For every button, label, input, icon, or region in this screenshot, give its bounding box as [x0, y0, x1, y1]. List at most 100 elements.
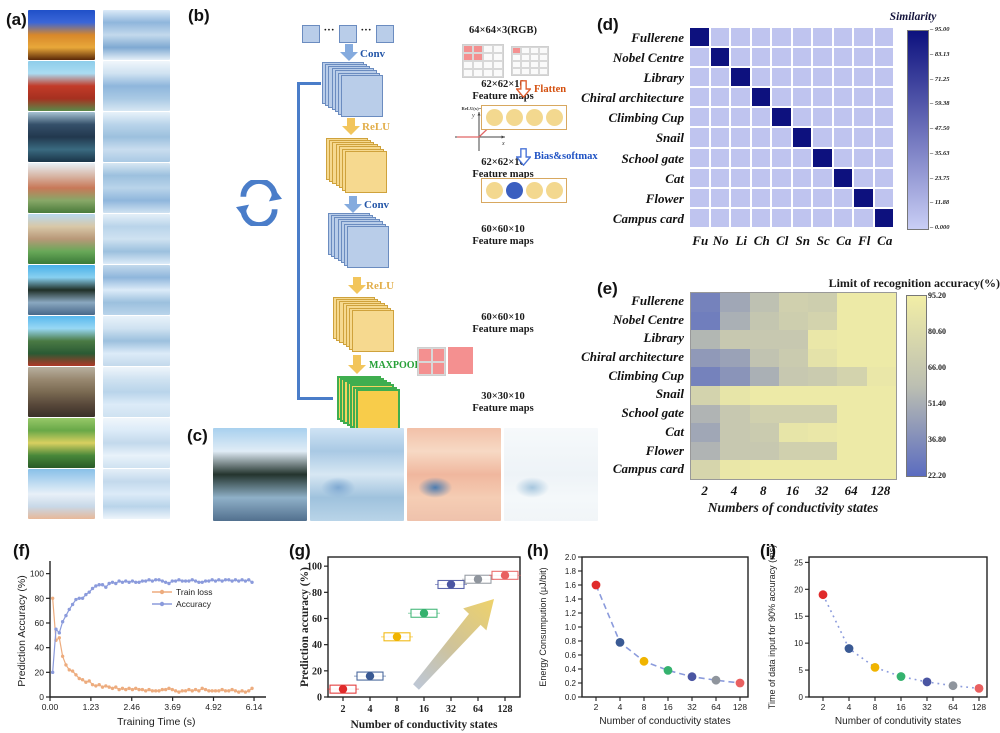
grid-cell [530, 68, 539, 75]
matrix-row-label: Climbing Cup [608, 110, 685, 126]
similarity-cell [710, 208, 729, 227]
accuracy-cell [866, 293, 897, 312]
similarity-colorbar-title: Similarity [889, 11, 937, 23]
grid-cell [473, 53, 483, 61]
conv1-arrow-icon [340, 44, 358, 61]
grid-cell [463, 69, 473, 77]
svg-text:8: 8 [642, 702, 647, 712]
matrix-col-label: Ca [877, 233, 893, 248]
similarity-cell [874, 168, 893, 187]
similarity-cell [751, 28, 770, 47]
accuracy-cell [778, 293, 809, 312]
conv-kernel-grid [462, 44, 504, 78]
similarity-cell [813, 88, 832, 107]
accuracy-cell [720, 423, 750, 442]
similarity-cell [710, 188, 729, 207]
panel-b-label: (b) [188, 6, 210, 25]
similarity-cell [751, 148, 770, 167]
accuracy-cell [808, 311, 838, 331]
fm4-caption: Feature maps [472, 324, 534, 335]
accuracy-cell [749, 460, 779, 479]
svg-text:4: 4 [368, 704, 373, 715]
feature-map-layer [345, 150, 388, 193]
grid-cell [512, 47, 521, 54]
accuracy-cell [837, 385, 867, 405]
svg-text:Accuracy: Accuracy [176, 599, 212, 609]
matrix-col-label: Fl [858, 233, 871, 248]
heatmap-col-label: 2 [701, 483, 708, 498]
grid-cell [493, 53, 503, 61]
similarity-cell [792, 168, 811, 187]
svg-text:64: 64 [711, 702, 721, 712]
similarity-grid [690, 28, 893, 227]
svg-text:2: 2 [341, 704, 346, 715]
colorbar-tick: – 23.75 [930, 174, 950, 182]
svg-text:25: 25 [794, 558, 803, 567]
svg-text:2.0: 2.0 [565, 553, 577, 562]
svg-text:2.46: 2.46 [123, 702, 140, 712]
svg-text:Train loss: Train loss [176, 587, 213, 597]
similarity-cell [874, 28, 893, 47]
colorbar-tick: 51.40 [928, 399, 946, 408]
similarity-cell [792, 88, 811, 107]
accuracy-cell [866, 311, 897, 331]
image-snail-feature-blue [310, 428, 404, 521]
similarity-cell [710, 68, 729, 87]
colorbar-tick: 22.20 [928, 471, 946, 480]
grid-cell [463, 45, 473, 53]
similarity-cell [833, 68, 852, 87]
similarity-cell [772, 48, 791, 67]
svg-text:20: 20 [35, 667, 45, 677]
processed-snail [103, 265, 170, 315]
photo-snail [28, 265, 95, 315]
accuracy-cell [778, 423, 809, 442]
grid-cell [539, 47, 548, 54]
relu1-arrow-icon [342, 118, 360, 135]
svg-text:x: x [501, 141, 505, 147]
similarity-cell [874, 88, 893, 107]
heatmap-row-label: Cat [665, 423, 684, 439]
matrix-row-label: Nobel Centre [612, 50, 684, 66]
similarity-cell [710, 88, 729, 107]
matrix-col-label: Sn [795, 233, 810, 248]
similarity-cell [772, 168, 791, 187]
similarity-cell [854, 128, 873, 147]
fm2-size: 62×62×10 [481, 157, 525, 168]
colorbar-tick: – 35.63 [930, 149, 950, 157]
heatmap-col-label: 4 [730, 483, 738, 498]
svg-text:0.6: 0.6 [565, 651, 577, 660]
grid-cell [418, 348, 432, 362]
flatten-neurons [481, 105, 567, 130]
similarity-cell [874, 208, 893, 227]
accuracy-cell [691, 404, 721, 424]
accuracy-cell [749, 441, 779, 461]
colorbar-tick: – 11.88 [930, 199, 950, 207]
svg-text:Prediction accuracy (%): Prediction accuracy (%) [299, 567, 311, 687]
grid-cell [530, 54, 539, 61]
arrow-head [348, 365, 366, 374]
svg-text:80: 80 [35, 593, 45, 603]
heatmap-col-label: 128 [870, 483, 891, 498]
heatmap-row-label: Fullerene [631, 293, 684, 308]
feature-map-stack [337, 376, 401, 433]
fm1-caption: Feature maps [472, 91, 534, 102]
accuracy-cell [749, 404, 779, 424]
grid-cell [512, 61, 521, 68]
similarity-cell [772, 88, 791, 107]
input-square [376, 25, 394, 43]
svg-text:5: 5 [799, 666, 804, 675]
grid-cell [431, 361, 445, 375]
accuracy-cell [808, 293, 838, 312]
photo-school-gate [28, 316, 95, 366]
similarity-cell [854, 208, 873, 227]
output-neurons [481, 178, 567, 203]
similarity-cell [813, 68, 832, 87]
arrow-shaft [349, 196, 357, 205]
accuracy-cell [749, 367, 779, 386]
arrow-shaft [347, 118, 355, 127]
accuracy-heatmap-title: Limit of recognition accuracy(%) [828, 276, 1000, 290]
similarity-cell [854, 188, 873, 207]
relu1-label: ReLU [362, 121, 391, 133]
accuracy-cell [691, 367, 721, 386]
similarity-cell [874, 48, 893, 67]
